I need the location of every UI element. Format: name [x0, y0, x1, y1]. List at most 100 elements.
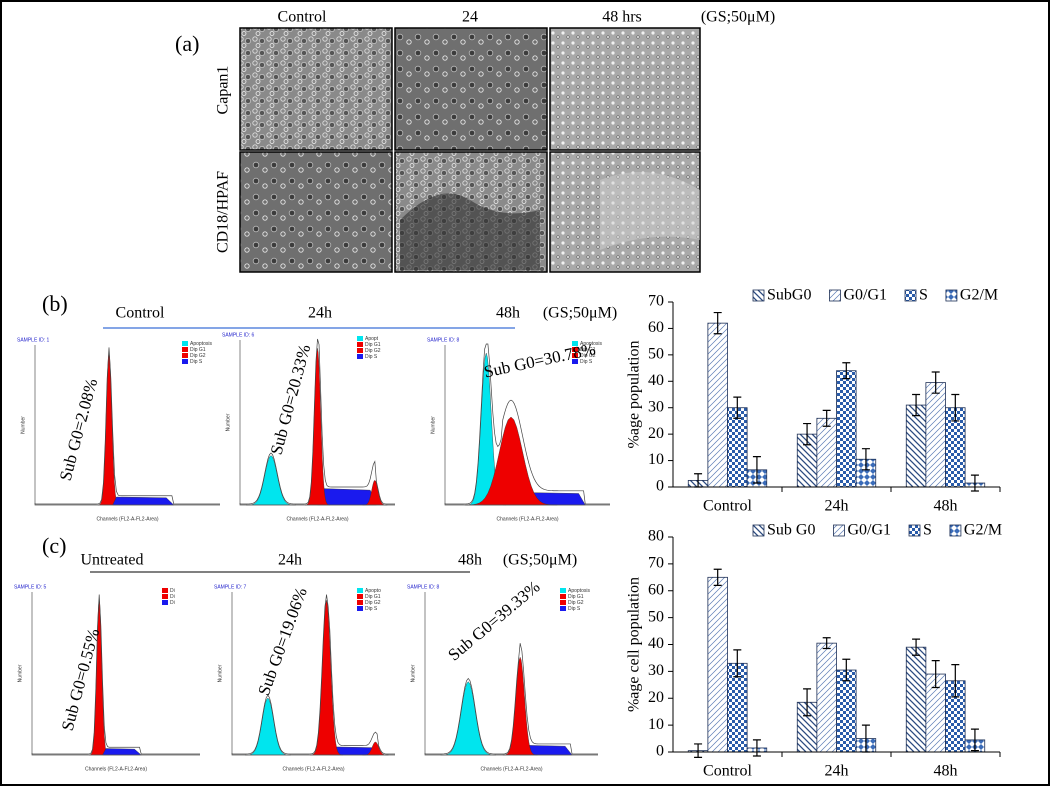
- legend-swatch: [833, 524, 845, 537]
- histogram-legend-swatch: [572, 353, 578, 358]
- micrograph: [239, 27, 393, 151]
- histogram-legend-label: Dip S: [365, 354, 378, 360]
- legend-label: G2/M: [960, 287, 998, 304]
- histogram-frame: [231, 592, 395, 756]
- bar-chart: 0 10 20 30 40 50 60 70 %age population Control 24h…: [626, 287, 1001, 515]
- bar: [925, 382, 946, 488]
- x-tick-label: 24h: [825, 498, 849, 515]
- histogram: SAMPLE ID: 8 Number Channels (FL2-A-FL2-Ar…: [407, 577, 598, 772]
- histogram-legend-label: Dip G2: [365, 348, 381, 354]
- sample-id: SAMPLE ID: 1: [17, 337, 49, 343]
- micrograph: [549, 27, 701, 151]
- y-tick-label: 0: [656, 478, 664, 495]
- subg0-annotation: Sub G0=20.33%: [267, 342, 315, 457]
- histogram-frame: [34, 345, 220, 506]
- legend-swatch: [949, 524, 962, 537]
- histogram-trace: [231, 594, 395, 755]
- legend-label: G0/G1: [843, 287, 887, 304]
- histogram-legend-label: Dip S: [190, 359, 203, 365]
- histogram-peak: [464, 416, 558, 506]
- histogram-peak: [246, 455, 296, 506]
- histogram-x-label: Channels (FL2-A-FL2-Area): [85, 766, 147, 772]
- histogram-trace: [239, 338, 395, 505]
- histogram-legend-label: Dip G2: [580, 353, 596, 359]
- legend-swatch: [752, 524, 765, 537]
- histogram: SAMPLE ID: 5 Number Channels (FL2-A-FL2-Ar…: [14, 584, 200, 772]
- histogram-legend-label: Dip S: [580, 359, 593, 365]
- micrograph-shade: [400, 193, 540, 270]
- subg0-annotation: Sub G0=19.06%: [254, 585, 311, 698]
- histogram-legend-label: Dip G1: [365, 342, 381, 348]
- histogram-frame: [239, 340, 395, 506]
- legend-swatch: [829, 289, 841, 302]
- histogram-peak: [112, 496, 175, 506]
- y-tick-label: 10: [648, 716, 664, 733]
- legend-swatch: [752, 289, 765, 302]
- y-tick-label: 60: [648, 581, 664, 598]
- histogram-legend-label: Apoptosis: [580, 341, 602, 347]
- y-tick-label: 60: [648, 319, 664, 336]
- legend-label: SubG0: [767, 287, 811, 304]
- bar: [836, 370, 857, 488]
- error-bar: [842, 362, 851, 380]
- histogram-peak: [310, 600, 343, 756]
- histogram-legend-swatch: [560, 606, 566, 611]
- legend-label: G0/G1: [847, 522, 891, 539]
- y-tick-label: 10: [648, 451, 664, 468]
- bar: [816, 642, 837, 753]
- row-label: CD18/HPAF: [215, 171, 232, 253]
- error-bar: [733, 649, 742, 678]
- histogram-legend-swatch: [357, 336, 363, 341]
- error-bar: [822, 637, 831, 650]
- treatment-label: (GS;50μM): [503, 552, 577, 569]
- error-bar: [803, 688, 812, 717]
- histogram-legend-swatch: [182, 353, 188, 358]
- legend-label: S: [919, 287, 928, 304]
- sample-id: SAMPLE ID: 5: [14, 584, 46, 590]
- subg0-annotation: Sub G0=2.08%: [56, 376, 102, 482]
- column-label: 24h: [278, 552, 302, 569]
- legend-label: S: [923, 522, 932, 539]
- histogram-frame: [444, 345, 610, 506]
- error-bar: [931, 371, 940, 394]
- histogram-legend-swatch: [357, 348, 363, 353]
- histogram-legend-swatch: [357, 588, 363, 593]
- histogram-legend-label: Di: [170, 600, 175, 606]
- histogram-legend-swatch: [162, 600, 168, 605]
- histogram-legend-label: Dip G1: [568, 594, 584, 600]
- histogram-legend-label: Apopto: [365, 588, 381, 594]
- y-tick-label: 70: [648, 293, 664, 310]
- bar: [727, 407, 748, 488]
- bar: [707, 322, 728, 488]
- histogram-peak: [97, 352, 121, 506]
- histogram-legend-label: Dip G2: [568, 600, 584, 606]
- column-label: Untreated: [80, 552, 143, 569]
- error-bar: [694, 743, 703, 758]
- bar: [707, 576, 728, 753]
- histogram-peak: [362, 479, 388, 506]
- histogram-x-label: Channels (FL2-A-FL2-Area): [497, 516, 559, 522]
- error-bar: [713, 311, 722, 335]
- histogram-frame: [31, 592, 200, 756]
- y-tick-label: 20: [648, 689, 664, 706]
- micrograph: [239, 151, 393, 273]
- sample-id: SAMPLE ID: 8: [427, 337, 459, 343]
- x-tick-label: Control: [703, 498, 752, 515]
- histogram-trace: [444, 343, 610, 505]
- histogram-legend-swatch: [182, 341, 188, 346]
- error-bar: [970, 728, 979, 752]
- histogram-legend-label: Di: [170, 594, 175, 600]
- error-bar: [951, 664, 960, 698]
- histogram-legend-swatch: [182, 347, 188, 352]
- y-tick-label: 50: [648, 608, 664, 625]
- error-bar: [912, 638, 921, 656]
- subg0-annotation: Sub G0=30.78%: [482, 339, 597, 381]
- y-axis-label: %age cell population: [626, 577, 643, 712]
- legend-swatch: [945, 289, 958, 302]
- y-tick-label: 0: [656, 743, 664, 760]
- histogram-trace: [31, 594, 200, 755]
- error-bar: [713, 568, 722, 586]
- histogram-peak: [502, 656, 538, 756]
